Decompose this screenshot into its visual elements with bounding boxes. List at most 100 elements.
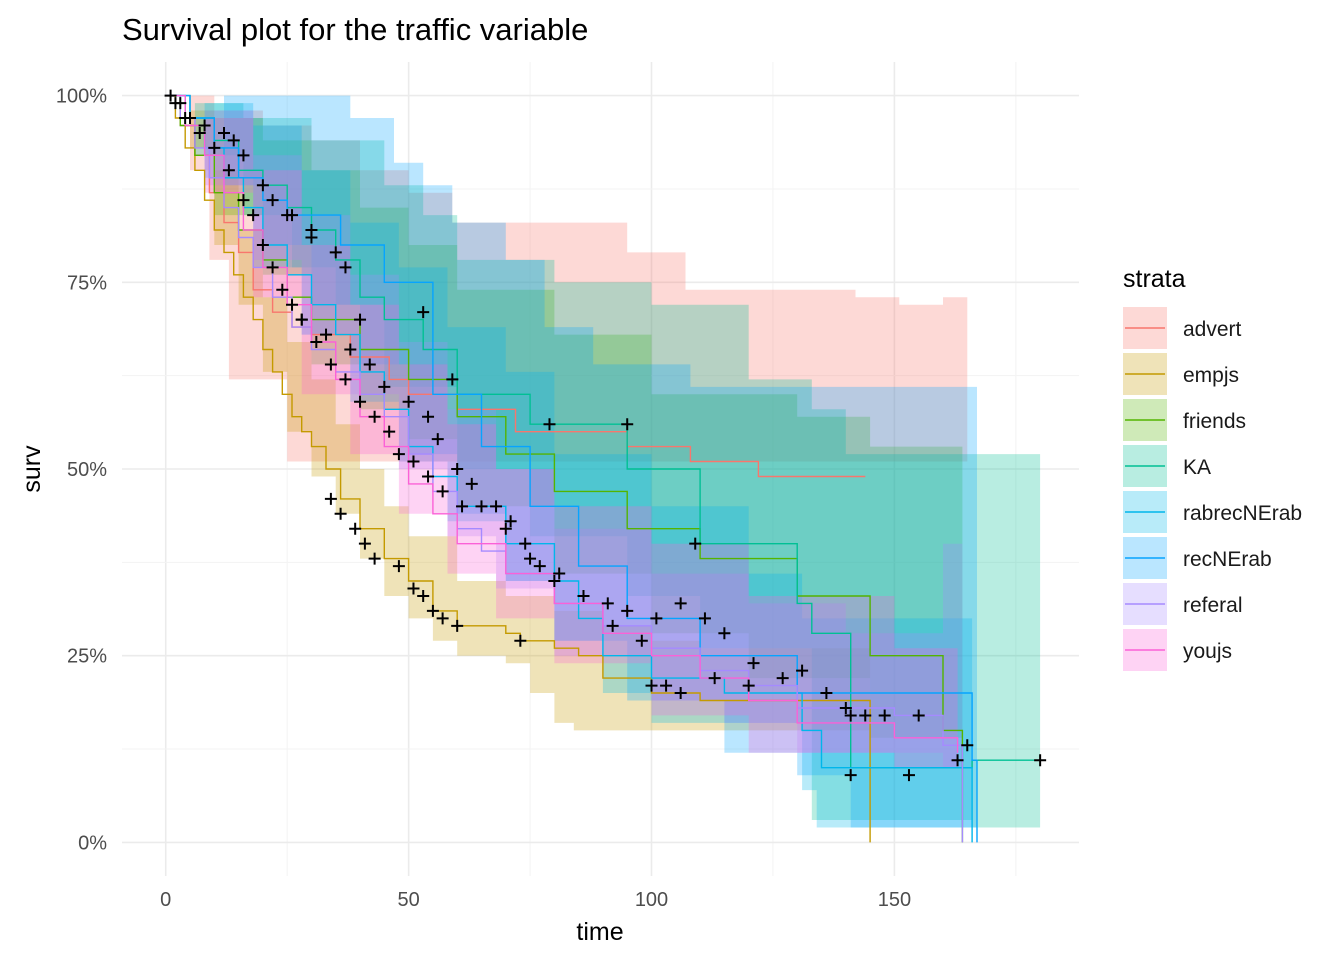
censor-mark-youjs xyxy=(354,395,367,408)
censor-mark-ka xyxy=(902,769,915,782)
legend-label-rabrecnerab: rabrecNErab xyxy=(1183,502,1302,525)
band-empjs xyxy=(165,95,871,731)
censor-mark-recnerab xyxy=(237,149,250,162)
x-axis-title: time xyxy=(576,918,623,946)
censor-mark-youjs xyxy=(878,709,891,722)
censor-mark-youjs xyxy=(553,567,566,580)
censor-mark-recnerab xyxy=(218,126,231,139)
censor-mark-ka xyxy=(339,261,352,274)
censor-mark-empjs xyxy=(324,492,337,505)
x-tick-label: 100 xyxy=(635,889,668,911)
censor-mark-youjs xyxy=(606,619,619,632)
censor-mark-referal xyxy=(431,433,444,446)
censor-mark-empjs xyxy=(368,552,381,565)
legend-label-friends: friends xyxy=(1183,410,1246,433)
censor-mark-youjs xyxy=(577,589,590,602)
censor-mark-youjs xyxy=(499,522,512,535)
censor-mark-youjs xyxy=(436,485,449,498)
curve-empjs xyxy=(165,94,871,843)
legend: strata advert empjs friends KA rabrecNErab re… xyxy=(1123,265,1302,671)
censor-mark-youjs xyxy=(742,679,755,692)
censor-mark-referal xyxy=(504,515,517,528)
curve-recnerab xyxy=(165,94,978,843)
censor-mark-ka xyxy=(844,769,857,782)
censor-mark-referal xyxy=(650,612,663,625)
censor-mark-referal xyxy=(776,672,789,685)
censor-mark-recnerab xyxy=(198,119,211,132)
censor-mark-recnerab xyxy=(305,224,318,237)
censor-mark-youjs xyxy=(276,283,289,296)
legend-label-recnerab: recNErab xyxy=(1183,548,1272,571)
censor-mark-referal xyxy=(422,410,435,423)
y-tick-label: 75% xyxy=(67,272,107,294)
censor-mark-youjs xyxy=(912,709,925,722)
censor-mark-youjs xyxy=(247,209,260,222)
censor-mark-youjs xyxy=(295,313,308,326)
legend-label-empjs: empjs xyxy=(1183,364,1239,387)
censor-mark-recnerab xyxy=(227,134,240,147)
censor-mark-referal xyxy=(490,500,503,513)
censor-mark-youjs xyxy=(310,336,323,349)
y-tick-label: 0% xyxy=(78,832,107,854)
censor-mark-referal xyxy=(820,687,833,700)
band-friends xyxy=(165,95,963,783)
band-youjs xyxy=(165,95,958,768)
x-axis-ticks: 0 50 100 150 xyxy=(160,889,911,911)
censor-mark-youjs xyxy=(237,194,250,207)
censor-mark-referal xyxy=(465,477,478,490)
censor-mark-referal xyxy=(621,604,634,617)
censor-mark-referal xyxy=(698,612,711,625)
censor-mark-youjs xyxy=(407,455,420,468)
censor-mark-recnerab xyxy=(256,179,269,192)
y-tick-label: 25% xyxy=(67,646,107,668)
censor-mark-youjs xyxy=(456,500,469,513)
censor-mark-referal xyxy=(859,709,872,722)
censor-mark-empjs xyxy=(426,604,439,617)
censor-mark-youjs xyxy=(475,500,488,513)
legend-label-ka: KA xyxy=(1183,456,1211,479)
y-tick-label: 100% xyxy=(56,86,107,108)
censor-mark-ka xyxy=(329,246,342,259)
censor-mark-referal xyxy=(344,343,357,356)
censor-mark-youjs xyxy=(524,552,537,565)
censor-mark-referal xyxy=(519,537,532,550)
censor-mark-referal xyxy=(451,463,464,475)
censor-mark-referal xyxy=(533,560,546,573)
censor-mark-ka xyxy=(543,418,556,431)
censor-mark-empjs xyxy=(358,537,371,550)
censor-mark-youjs xyxy=(208,141,221,154)
censor-mark-referal xyxy=(363,358,376,371)
legend-label-referal: referal xyxy=(1183,594,1243,617)
censor-mark-recnerab xyxy=(266,194,279,207)
censor-mark-youjs xyxy=(324,358,337,371)
censor-mark-ka xyxy=(354,313,367,326)
y-tick-label: 50% xyxy=(67,459,107,481)
censor-mark-youjs xyxy=(645,679,658,692)
survival-curves xyxy=(165,94,1041,843)
censor-mark-referal xyxy=(320,328,333,341)
x-tick-label: 50 xyxy=(397,889,419,911)
censor-mark-empjs xyxy=(436,612,449,625)
censor-mark-youjs xyxy=(844,709,857,722)
censor-mark-empjs xyxy=(349,522,362,535)
censor-mark-empjs xyxy=(417,589,430,602)
censor-mark-youjs xyxy=(708,672,721,685)
censor-mark-youjs xyxy=(368,410,381,423)
censor-mark-empjs xyxy=(334,507,347,520)
censor-mark-youjs xyxy=(193,126,206,139)
censor-mark-recnerab xyxy=(286,209,299,222)
chart-title: Survival plot for the traffic variable xyxy=(122,12,588,47)
censor-mark-referal xyxy=(378,380,391,393)
censor-mark-youjs xyxy=(286,298,299,311)
censor-mark-youjs xyxy=(951,754,964,767)
band-advert xyxy=(165,95,968,462)
censor-mark-youjs xyxy=(660,679,673,692)
legend-label-youjs: youjs xyxy=(1183,640,1232,663)
censor-mark-empjs xyxy=(407,582,420,595)
censor-mark-ka xyxy=(621,418,634,431)
censor-mark-referal xyxy=(548,575,561,588)
censor-mark-youjs xyxy=(169,97,182,110)
censor-mark-referal xyxy=(674,597,687,610)
legend-label-advert: advert xyxy=(1183,318,1242,341)
censor-mark-youjs xyxy=(674,687,687,700)
